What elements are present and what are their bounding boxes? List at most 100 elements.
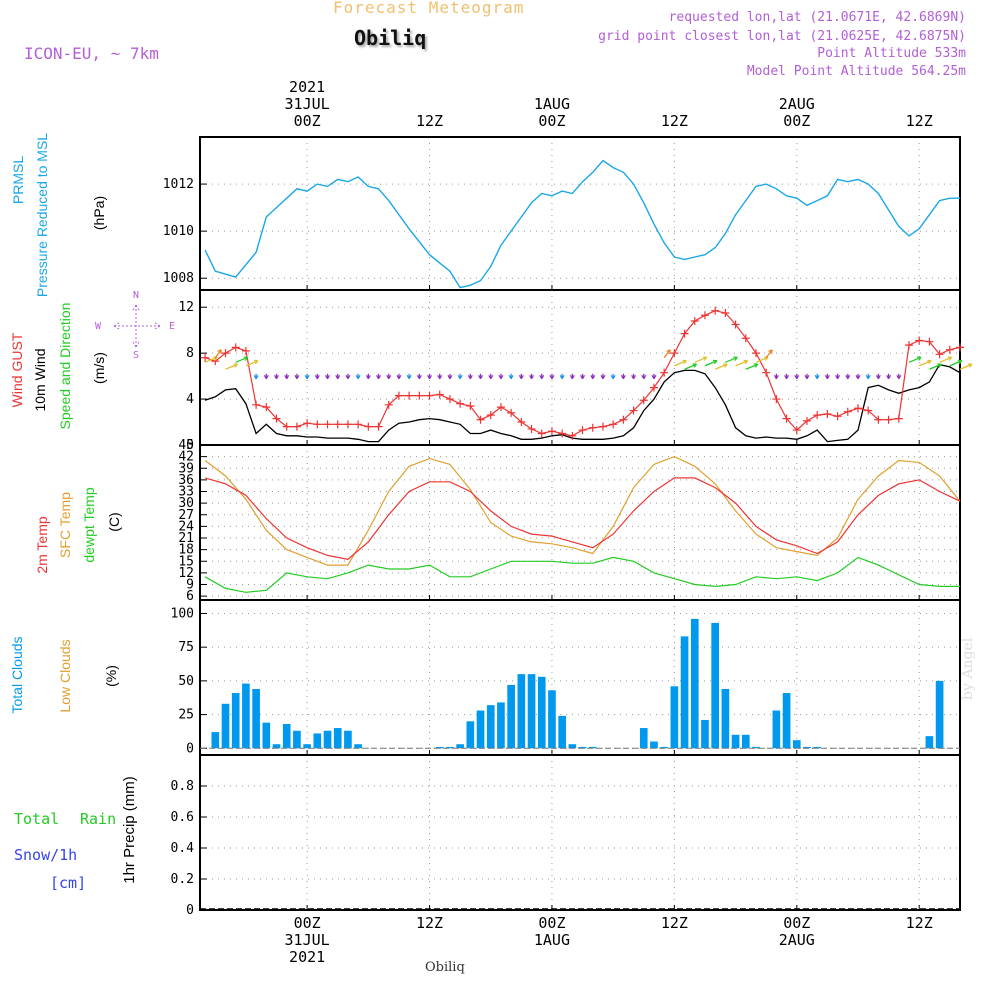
wind-arrow-head [294, 375, 300, 380]
y-tick-label: 0.4 [171, 841, 195, 856]
pressure-line [204, 159, 960, 289]
cloud-bar [435, 746, 444, 749]
y-tick-label: 21 [178, 531, 194, 546]
y-tick-label: 6 [186, 589, 194, 604]
gust-marker [201, 353, 210, 362]
wind-arrow-head [427, 375, 432, 380]
wind-arrow-head [335, 375, 341, 380]
gust-marker [670, 349, 679, 358]
top-time-label: 00Z [783, 112, 810, 130]
wind-arrow-head [682, 359, 687, 365]
y-tick-label: 0 [186, 741, 194, 756]
cloud-bar [588, 746, 597, 749]
gust-marker [884, 415, 893, 424]
gust-marker [609, 420, 618, 429]
wind-arrow-head [814, 375, 820, 380]
cloud-bar [660, 746, 668, 749]
wind-arrow-head [559, 375, 565, 380]
y-tick-label: 12 [178, 566, 194, 581]
label-ms: (m/s) [91, 352, 107, 384]
bottom-time-label: 12Z [661, 914, 688, 932]
wind-arrow-head [855, 375, 861, 380]
wind-arrow-head [927, 359, 932, 365]
y-tick-label: 0 [186, 903, 194, 918]
wind-direction-arrow [235, 356, 248, 363]
wind-arrow-head [217, 349, 222, 354]
cloud-bar [231, 693, 240, 749]
temp-2m-line [204, 477, 961, 560]
wind-direction-arrow [663, 349, 671, 359]
label-low-clouds: Low Clouds [57, 639, 73, 712]
y-tick-label: 0 [186, 438, 194, 453]
gust-marker [343, 420, 352, 429]
wind-arrow-head [304, 375, 310, 380]
y-tick-label: 75 [178, 640, 194, 655]
gust-marker [456, 399, 465, 408]
wind-arrow-head [865, 375, 871, 380]
gust-marker [833, 412, 842, 421]
model-label: ICON-EU, ~ 7km [24, 44, 159, 63]
top-time-label: 00Z [538, 112, 565, 130]
cloud-bar [772, 710, 781, 749]
cloud-bar [517, 674, 526, 749]
gust-marker [303, 419, 312, 428]
wind-direction-arrow [214, 349, 222, 359]
wind-arrow-head [467, 375, 473, 380]
label-snow: Snow/1h [14, 846, 77, 864]
wind-direction-arrow [245, 360, 259, 367]
y-tick-label: 18 [178, 543, 194, 558]
y-tick-label: 25 [178, 708, 194, 723]
cloud-bar [711, 622, 719, 749]
wind-arrow-head [396, 375, 402, 380]
gust-marker [252, 400, 261, 409]
wind-arrow-head [580, 375, 585, 380]
wind-arrow-head [233, 363, 238, 368]
gust-marker [772, 395, 781, 404]
bottom-time-label: 2AUG [779, 931, 815, 949]
wind-arrow-head [957, 359, 963, 365]
wind-arrow-head [753, 363, 759, 368]
y-tick-label: 42 [178, 450, 194, 465]
compass-e: E [169, 321, 175, 332]
cloud-bar [527, 674, 536, 749]
wind-arrow-head [600, 375, 606, 380]
label-2m-temp: 2m Temp [34, 516, 50, 574]
cloud-bar [344, 730, 352, 749]
cloud-bar [497, 702, 505, 749]
wind-arrow-head [886, 375, 892, 380]
gust-marker [415, 391, 424, 400]
y-tick-label: 30 [178, 496, 194, 511]
wind-speed-line [204, 363, 961, 443]
gust-marker [323, 420, 332, 429]
gust-marker [241, 346, 250, 355]
label-prmsl: PRMSL [10, 156, 26, 204]
wind-arrow-head [835, 375, 841, 380]
gust-marker [843, 407, 852, 416]
compass-w: W [95, 321, 102, 332]
y-tick-label: 9 [186, 578, 194, 593]
gust-marker [282, 422, 291, 431]
y-tick-label: 1012 [163, 177, 194, 192]
sfc-temp-line [204, 455, 961, 566]
cloud-bar [803, 746, 811, 749]
gust-marker [741, 334, 750, 343]
gust-marker [384, 400, 393, 409]
gust-marker [527, 424, 536, 433]
cloud-bar [303, 744, 311, 749]
cloud-bar [813, 746, 822, 749]
wind-arrow-head [416, 375, 422, 380]
compass-cross-icon [113, 304, 161, 348]
wind-arrow-head [845, 375, 851, 380]
y-tick-label: 4 [186, 392, 194, 407]
cloud-bar [486, 705, 495, 749]
cloud-bar [293, 730, 301, 749]
cloud-bar [639, 728, 648, 749]
gust-marker [272, 414, 281, 423]
gust-marker [680, 329, 689, 338]
gust-marker [792, 426, 801, 435]
bottom-time-label: 12Z [416, 914, 443, 932]
wind-arrow-head [896, 375, 902, 380]
gust-marker [486, 411, 495, 420]
wind-arrow-head [253, 375, 259, 380]
gust-marker [915, 336, 924, 345]
